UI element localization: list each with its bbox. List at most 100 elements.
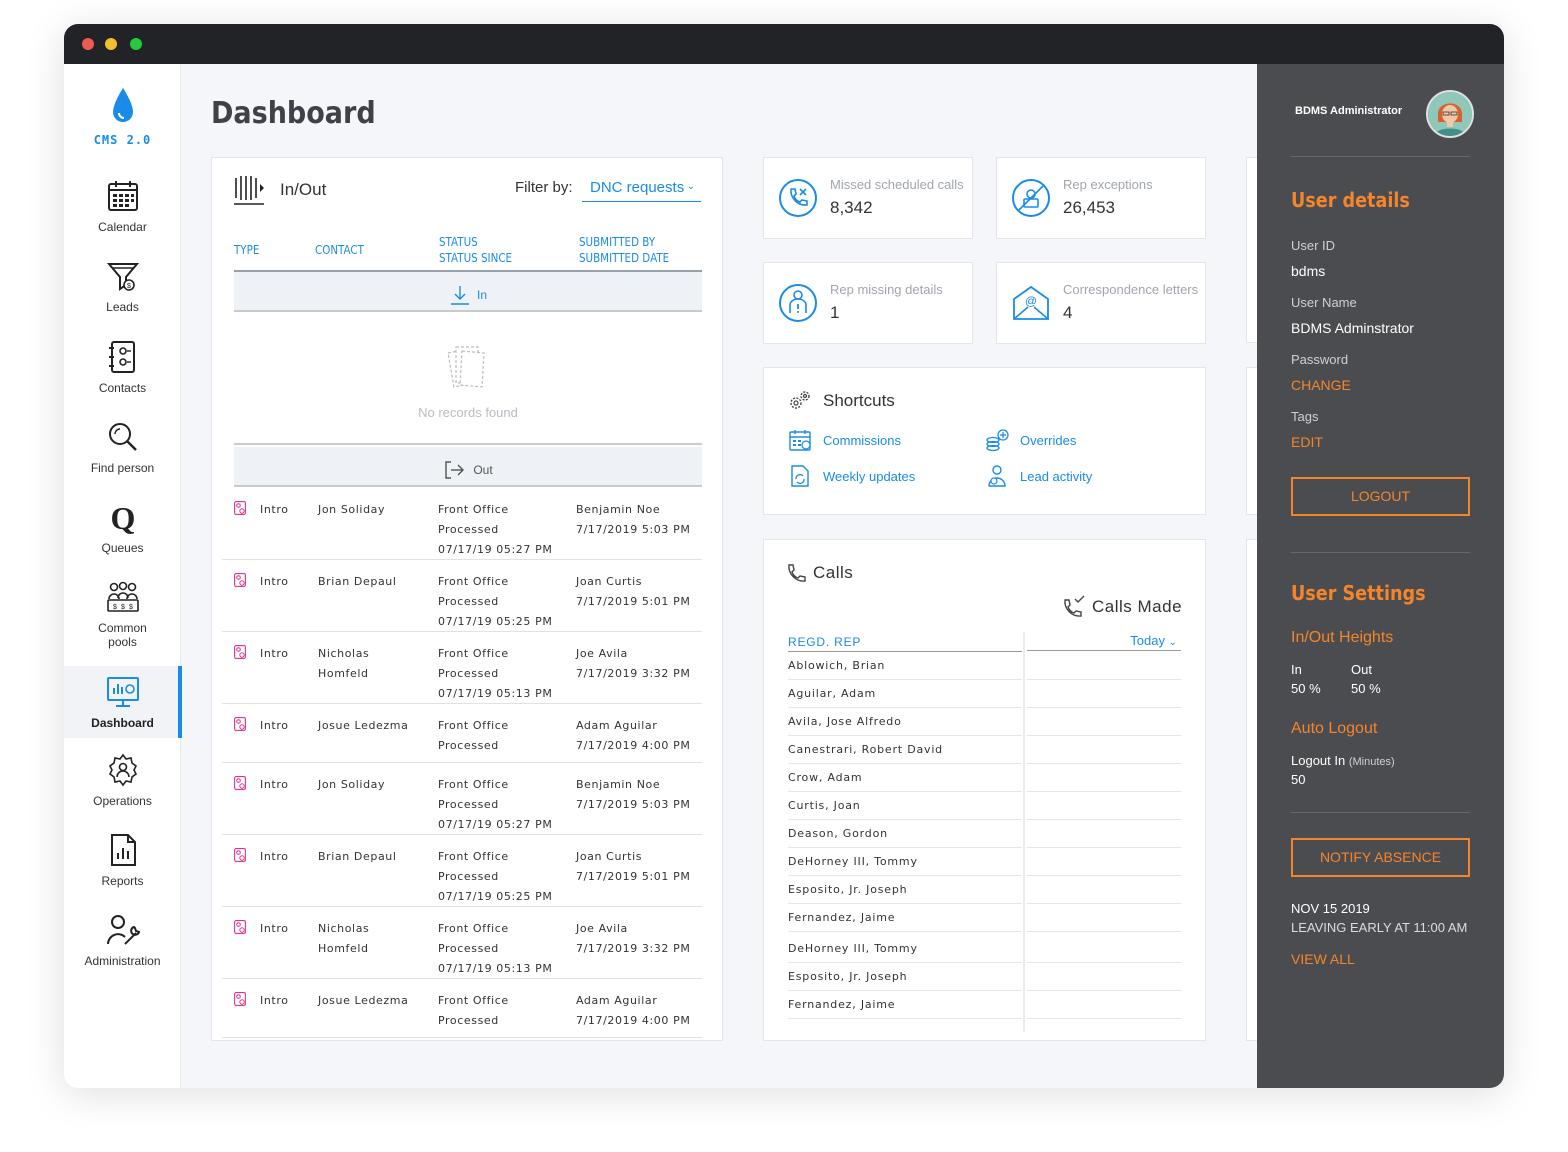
table-row[interactable]: Intro Nicholas Homfeld Front Office Processe… [222, 632, 702, 704]
row-status-state: Processed [438, 798, 499, 811]
nav-item-leads[interactable]: $ Leads [64, 258, 181, 314]
row-status-state: Processed [438, 667, 499, 680]
list-item[interactable]: Avila, Jose Alfredo [788, 708, 1181, 736]
avatar[interactable] [1426, 90, 1474, 138]
in-out-title: In/Out [280, 180, 327, 199]
table-row[interactable]: Intro Jon Soliday Front Office Processed 07/… [222, 488, 702, 560]
nav-label-find-person: Find person [90, 461, 155, 475]
column-header-type[interactable]: TYPE [234, 243, 260, 257]
list-item[interactable]: Crow, Adam [788, 764, 1181, 792]
svg-text:$: $ [129, 604, 133, 611]
row-status-office: Front Office [438, 647, 509, 660]
nav-item-administration[interactable]: Administration [64, 912, 181, 968]
row-contact-name: Nicholas [318, 647, 370, 660]
row-submitted-by: Adam Aguilar [576, 994, 658, 1007]
list-item[interactable]: Aguilar, Adam [788, 680, 1181, 708]
in-section-bar[interactable]: In [234, 272, 702, 312]
nav-item-dashboard[interactable]: Dashboard [64, 666, 182, 738]
column-header-regd-rep[interactable]: REGD. REP [788, 635, 1022, 652]
list-item[interactable]: Curtis, Joan [788, 792, 1181, 820]
out-height-value[interactable]: 50 % [1351, 681, 1381, 696]
row-contact[interactable]: Brian Depaul [318, 572, 397, 592]
filter-label: Filter by: [515, 179, 573, 196]
edit-tags-link[interactable]: EDIT [1291, 434, 1323, 450]
row-contact[interactable]: Josue Ledezma [318, 991, 408, 1011]
table-row[interactable]: Intro Josue Ledezma Front Office Processed A… [222, 704, 702, 763]
table-row[interactable]: Intro Brian Depaul Front Office Processed 07… [222, 560, 702, 632]
stat-rep-missing-details[interactable]: Rep missing details 1 [763, 262, 973, 344]
nav-item-operations[interactable]: Operations [64, 752, 181, 808]
row-submitted-by: Joan Curtis [576, 850, 643, 863]
row-contact[interactable]: Jon Soliday [318, 500, 385, 520]
calls-count-cell [1027, 1018, 1181, 1019]
row-status: Front Office Processed 07/17/19 05:27 PM [438, 500, 552, 560]
table-row[interactable]: Intro Josue Ledezma Front Office Processed A… [222, 979, 702, 1038]
notify-absence-button[interactable]: NOTIFY ABSENCE [1291, 838, 1470, 877]
list-item[interactable]: DeHorney III, Tommy [788, 848, 1181, 876]
stat-rep-exceptions[interactable]: Rep exceptions 26,453 [996, 157, 1206, 239]
period-select[interactable]: Today ⌄ [1027, 633, 1181, 651]
rep-name: Avila, Jose Alfredo [788, 715, 1022, 736]
app-logo[interactable]: CMS 2.0 [64, 86, 181, 147]
table-row[interactable]: Intro Jon Soliday Front Office Processed 07/… [222, 763, 702, 835]
column-header-contact[interactable]: CONTACT [315, 243, 364, 257]
row-contact[interactable]: Josue Ledezma [318, 716, 408, 736]
row-submitted-by: Joe Avila [576, 922, 628, 935]
row-contact[interactable]: Nicholas Homfeld [318, 644, 369, 684]
list-item[interactable]: Canestrari, Robert David [788, 736, 1181, 764]
row-contact[interactable]: Brian Depaul [318, 847, 397, 867]
close-window-button[interactable] [82, 38, 94, 50]
minimize-window-button[interactable] [105, 38, 117, 50]
user-name-label: User Name [1291, 295, 1357, 310]
stat-missed-calls[interactable]: Missed scheduled calls 8,342 [763, 157, 973, 239]
column-header-submitted[interactable]: SUBMITTED BY SUBMITTED DATE [579, 234, 669, 266]
list-item[interactable]: Fernandez, Jaime [788, 991, 1181, 1019]
logout-in-label-text: Logout In [1291, 753, 1346, 768]
row-contact[interactable]: Jon Soliday [318, 775, 385, 795]
calendar-icon [107, 181, 138, 211]
nav-item-find-person[interactable]: Find person [64, 419, 181, 475]
in-height-value[interactable]: 50 % [1291, 681, 1321, 696]
row-status-since: 07/17/19 05:13 PM [438, 687, 553, 700]
calls-count-cell [1027, 763, 1181, 764]
list-item[interactable]: Fernandez, Jaime [788, 904, 1181, 932]
list-item[interactable]: Deason, Gordon [788, 820, 1181, 848]
contact-badge-icon [234, 776, 246, 790]
logout-button[interactable]: LOGOUT [1291, 477, 1470, 516]
row-contact-name: Josue Ledezma [318, 994, 409, 1007]
shortcut-overrides[interactable]: Overrides [1020, 433, 1077, 448]
queue-q-icon: Q [110, 500, 135, 535]
list-item[interactable]: Esposito, Jr. Joseph [788, 876, 1181, 904]
list-item[interactable]: DeHorney III, Tommy [788, 935, 1181, 963]
nav-item-common-pools[interactable]: $ $ $ Common pools [64, 579, 181, 649]
rep-name: Esposito, Jr. Joseph [788, 970, 1022, 991]
maximize-window-button[interactable] [130, 38, 142, 50]
filter-select[interactable]: DNC requests ⌄ [582, 174, 701, 202]
nav-item-calendar[interactable]: Calendar [64, 178, 181, 234]
shortcut-weekly-updates[interactable]: Weekly updates [823, 469, 916, 484]
column-header-status[interactable]: STATUS STATUS SINCE [439, 234, 512, 266]
shortcut-lead-activity[interactable]: Lead activity [1020, 469, 1093, 484]
view-all-link[interactable]: VIEW ALL [1291, 951, 1355, 967]
change-password-link[interactable]: CHANGE [1291, 377, 1351, 393]
list-item[interactable]: Ablowich, Brian [788, 652, 1181, 680]
row-status: Front Office Processed 07/17/19 05:13 PM [438, 919, 552, 979]
contact-badge-icon [234, 501, 246, 515]
table-row[interactable]: Intro Nicholas Homfeld Front Office Processe… [222, 907, 702, 979]
stat-label: Missed scheduled calls [830, 177, 964, 192]
out-section-bar[interactable]: Out [234, 447, 702, 487]
stat-correspondence-letters[interactable]: @ Correspondence letters 4 [996, 262, 1206, 344]
column-divider [1023, 632, 1025, 1032]
list-item[interactable]: Esposito, Jr. Joseph [788, 963, 1181, 991]
table-row[interactable]: Intro Brian Depaul Front Office Processed 07… [222, 835, 702, 907]
nav-label-calendar: Calendar [98, 220, 147, 234]
calls-count-cell [1027, 735, 1181, 736]
shortcut-commissions[interactable]: Commissions [823, 433, 902, 448]
nav-item-reports[interactable]: Reports [64, 832, 181, 888]
row-contact[interactable]: Nicholas Homfeld [318, 919, 369, 959]
nav-item-queues[interactable]: Q Queues [64, 499, 181, 555]
logout-in-value[interactable]: 50 [1291, 772, 1306, 787]
nav-item-contacts[interactable]: Contacts [64, 339, 181, 395]
row-status: Front Office Processed [438, 716, 509, 756]
nav-label-reports: Reports [101, 874, 144, 888]
